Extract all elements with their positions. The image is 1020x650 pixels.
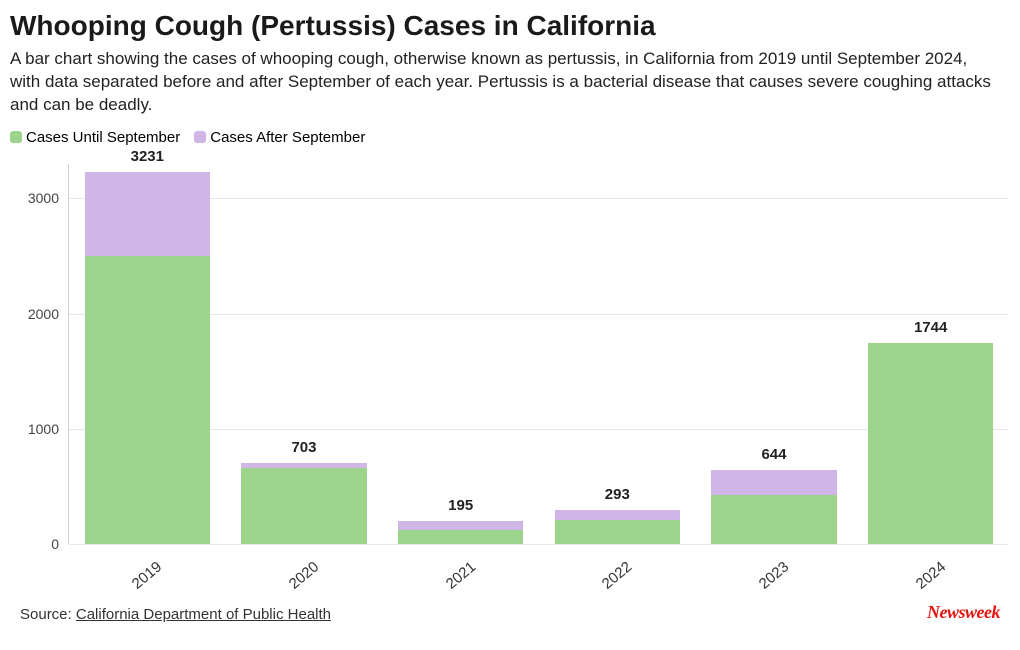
legend-item-until-sept: Cases Until September (10, 129, 180, 146)
bar-group: 6442023 (711, 470, 836, 544)
legend-item-after-sept: Cases After September (194, 129, 365, 146)
bar-segment-until-sept (868, 343, 993, 544)
x-tick-label: 2019 (129, 558, 165, 592)
bar-segment-until-sept (711, 495, 836, 543)
bar-segment-until-sept (398, 530, 523, 544)
bar-segment-until-sept (555, 520, 680, 544)
x-tick-label: 2022 (599, 558, 635, 592)
bar-segment-after-sept (555, 510, 680, 520)
y-tick-label: 3000 (28, 190, 59, 206)
legend-label: Cases After September (210, 129, 365, 146)
x-tick-label: 2023 (756, 558, 792, 592)
legend-swatch (194, 131, 206, 143)
legend-swatch (10, 131, 22, 143)
bar-segment-after-sept (711, 470, 836, 496)
bar-total-label: 1744 (914, 319, 947, 336)
bar-total-label: 195 (448, 497, 473, 514)
chart-title: Whooping Cough (Pertussis) Cases in Cali… (10, 10, 1010, 42)
bar-group: 32312019 (85, 172, 210, 544)
source-line: Source: California Department of Public … (20, 606, 331, 623)
bar-group: 17442024 (868, 343, 993, 544)
bar-group: 2932022 (555, 510, 680, 544)
x-tick-label: 2020 (286, 558, 322, 592)
y-tick-label: 0 (51, 536, 59, 552)
gridline (69, 544, 1008, 545)
chart-subtitle: A bar chart showing the cases of whoopin… (10, 48, 1000, 117)
bar-segment-until-sept (85, 256, 210, 544)
y-tick-label: 2000 (28, 306, 59, 322)
bar-group: 7032020 (241, 463, 366, 544)
y-tick-label: 1000 (28, 421, 59, 437)
footer: Source: California Department of Public … (10, 602, 1010, 623)
bar-total-label: 3231 (131, 148, 164, 165)
source-prefix: Source: (20, 606, 76, 623)
bar-total-label: 293 (605, 486, 630, 503)
bar-segment-after-sept (85, 172, 210, 256)
plot-area: 32312019 7032020 1952021 2932022 6442023 1744… (68, 164, 1008, 544)
brand-logo: Newsweek (927, 602, 1000, 623)
bar-total-label: 703 (291, 439, 316, 456)
bar-segment-until-sept (241, 468, 366, 544)
legend-label: Cases Until September (26, 129, 180, 146)
bar-group: 1952021 (398, 521, 523, 543)
chart: 0100020003000 32312019703202019520212932… (10, 164, 1008, 594)
bar-total-label: 644 (761, 446, 786, 463)
bar-segment-after-sept (398, 521, 523, 530)
y-axis: 0100020003000 (10, 164, 65, 544)
legend: Cases Until September Cases After Septem… (10, 129, 1010, 146)
x-tick-label: 2021 (442, 558, 478, 592)
source-link[interactable]: California Department of Public Health (76, 606, 331, 623)
x-tick-label: 2024 (912, 558, 948, 592)
